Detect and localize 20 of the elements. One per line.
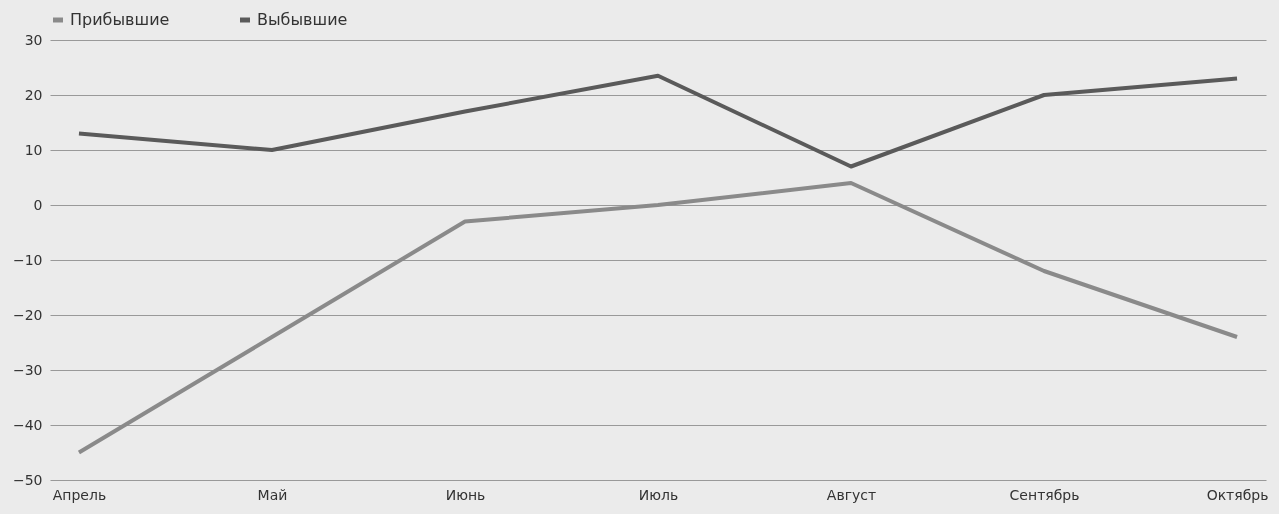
y-tick-label: 0 bbox=[33, 196, 43, 213]
y-tick-label: −10 bbox=[12, 251, 43, 268]
x-tick-label: Май bbox=[257, 486, 288, 503]
line-series bbox=[76, 181, 1240, 455]
line-series bbox=[76, 73, 1240, 169]
x-tick-label: Апрель bbox=[52, 486, 107, 503]
y-tick-label: −50 bbox=[12, 471, 43, 488]
y-tick-label: −20 bbox=[12, 306, 43, 323]
x-tick-label: Июнь bbox=[445, 486, 486, 503]
y-tick-label: −40 bbox=[12, 416, 43, 433]
y-tick-label: 20 bbox=[24, 86, 43, 103]
x-tick-label: Июль bbox=[638, 486, 679, 503]
legend-label: Прибывшие bbox=[70, 10, 170, 29]
x-tick-label: Октябрь bbox=[1206, 486, 1269, 503]
x-tick-label: Август bbox=[826, 486, 877, 503]
x-tick-label: Сентябрь bbox=[1009, 486, 1080, 503]
y-tick-label: 10 bbox=[24, 141, 43, 158]
y-tick-label: 30 bbox=[24, 31, 43, 48]
y-tick-label: −30 bbox=[12, 361, 43, 378]
legend-label: Выбывшие bbox=[257, 10, 348, 29]
